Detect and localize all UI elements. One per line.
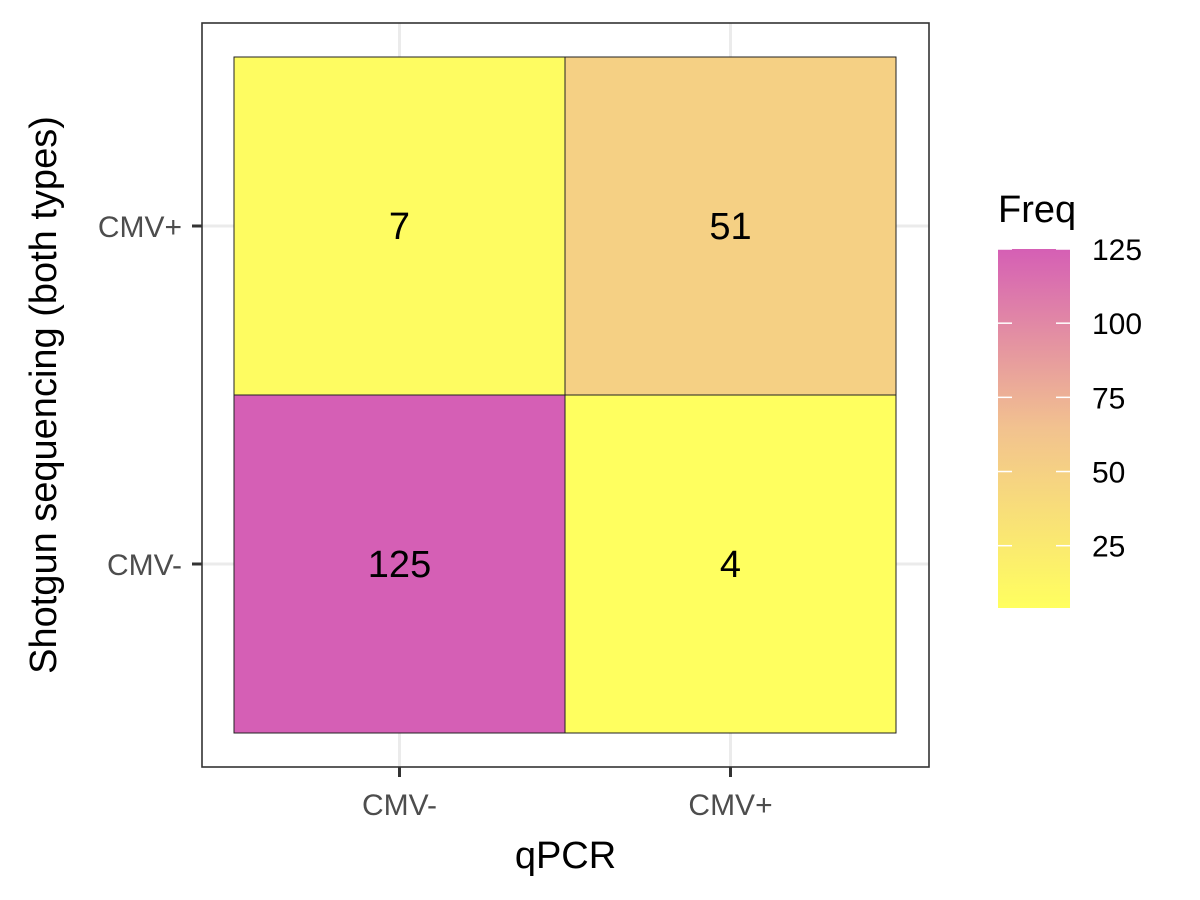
legend-title: Freq <box>998 189 1076 231</box>
legend-tick-label: 75 <box>1092 382 1125 415</box>
heatmap-cell <box>233 394 566 734</box>
y-tick-label: CMV+ <box>98 211 182 244</box>
legend-tick-label: 25 <box>1092 531 1125 564</box>
color-legend: Freq 25 50 75 100 125 <box>998 189 1142 608</box>
cell-value-label: 4 <box>720 544 741 586</box>
cell-value-label: 51 <box>709 206 751 248</box>
y-axis-title: Shotgun sequencing (both types) <box>23 116 65 674</box>
heatmap-cells: 7 51 125 4 <box>233 56 897 734</box>
axes: CMV- CMV+ CMV- CMV+ <box>98 211 773 822</box>
legend-tick-label: 125 <box>1092 234 1142 267</box>
plot-panel-border <box>201 22 930 768</box>
cell-value-label: 125 <box>368 544 431 586</box>
legend-tick-label: 100 <box>1092 308 1142 341</box>
x-tick-label: CMV+ <box>688 789 772 822</box>
legend-tick-label: 50 <box>1092 457 1125 490</box>
x-tick-label: CMV- <box>362 789 437 822</box>
x-axis-title: qPCR <box>515 835 616 877</box>
heatmap-cell <box>233 56 566 396</box>
legend-colorbar <box>998 249 1070 608</box>
y-tick-label: CMV- <box>107 549 182 582</box>
cell-value-label: 7 <box>389 206 410 248</box>
heatmap-cell <box>564 394 897 734</box>
